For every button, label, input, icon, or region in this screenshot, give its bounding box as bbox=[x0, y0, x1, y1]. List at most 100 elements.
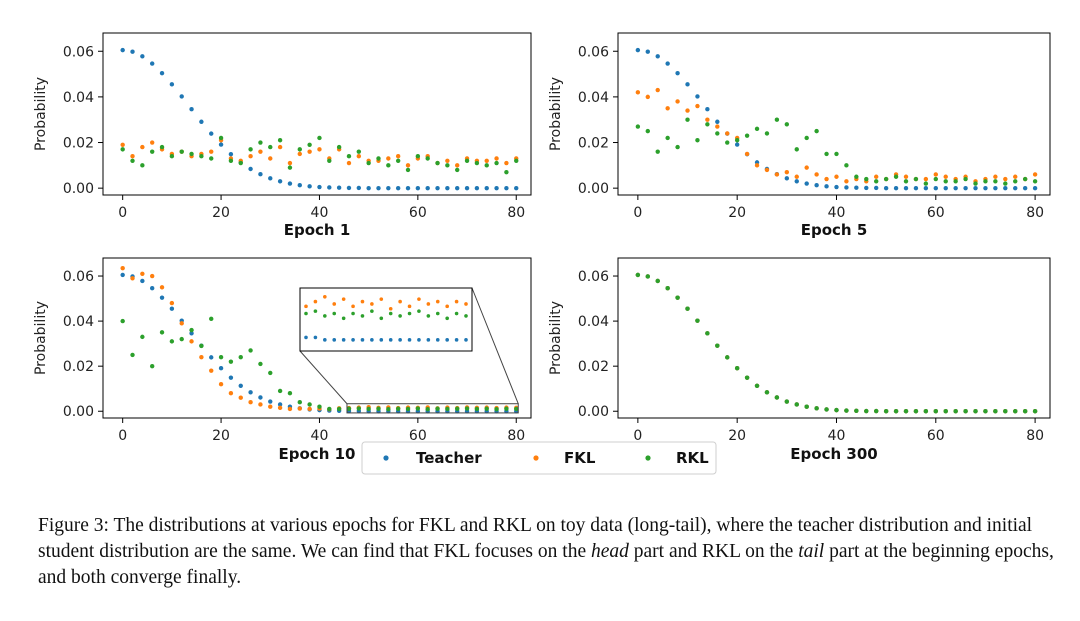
data-point-fkl bbox=[209, 149, 214, 154]
panel-1: 0 20 40 60 80 0.00 0.02 0.04 0.06 Probability Epoc… bbox=[33, 32, 532, 239]
data-point-rkl bbox=[445, 163, 450, 168]
y-tick-label: 0.00 bbox=[63, 404, 94, 420]
data-point-teacher bbox=[464, 185, 470, 191]
data-point-rkl bbox=[685, 306, 690, 311]
data-point-rkl bbox=[297, 147, 302, 152]
legend-label-teacher: Teacher bbox=[416, 449, 482, 467]
data-point-rkl bbox=[494, 407, 499, 412]
data-point-rkl bbox=[784, 399, 790, 404]
inset-series-rkl bbox=[304, 309, 468, 321]
series-rkl bbox=[120, 135, 519, 175]
data-point-fkl bbox=[705, 117, 710, 122]
data-point-rkl bbox=[356, 149, 362, 154]
data-point-teacher bbox=[983, 185, 988, 191]
data-point-rkl bbox=[973, 409, 978, 414]
data-point-rkl bbox=[665, 285, 670, 291]
data-point-teacher bbox=[140, 278, 145, 284]
data-point-rkl bbox=[705, 122, 710, 127]
data-point-teacher bbox=[804, 181, 809, 186]
axes-frame bbox=[102, 257, 532, 419]
data-point-teacher bbox=[277, 179, 283, 184]
data-point-fkl bbox=[317, 147, 322, 152]
data-point-rkl bbox=[814, 406, 819, 411]
inset-point-rkl bbox=[454, 311, 459, 316]
x-tick-label: 20 bbox=[212, 428, 230, 444]
series-teacher bbox=[120, 47, 519, 191]
data-point-fkl bbox=[287, 406, 293, 412]
data-point-rkl bbox=[464, 406, 470, 411]
data-point-rkl bbox=[963, 409, 968, 414]
data-point-rkl bbox=[464, 158, 470, 163]
inset-point-teacher bbox=[360, 338, 365, 342]
data-point-rkl bbox=[327, 158, 332, 163]
x-tick-label: 0 bbox=[633, 205, 642, 221]
data-point-rkl bbox=[514, 406, 519, 412]
data-point-rkl bbox=[814, 128, 819, 134]
data-point-rkl bbox=[336, 406, 342, 412]
data-point-teacher bbox=[218, 142, 224, 147]
data-point-rkl bbox=[1022, 409, 1028, 414]
data-point-rkl bbox=[734, 138, 740, 143]
inset-point-rkl bbox=[379, 316, 384, 321]
axes-frame bbox=[617, 257, 1051, 419]
inset-point-fkl bbox=[360, 299, 365, 304]
data-point-fkl bbox=[784, 169, 790, 175]
data-point-teacher bbox=[903, 185, 909, 191]
data-point-rkl bbox=[297, 400, 302, 405]
data-point-teacher bbox=[705, 107, 710, 112]
data-point-fkl bbox=[933, 172, 938, 177]
data-point-rkl bbox=[356, 406, 362, 411]
data-point-teacher bbox=[277, 402, 283, 407]
figure-svg: 0 20 40 60 80 0.00 0.02 0.04 0.06 Probability Epoc… bbox=[33, 32, 1051, 475]
data-point-teacher bbox=[913, 185, 919, 191]
x-tick-label: 60 bbox=[927, 205, 945, 221]
series-rkl bbox=[635, 272, 1038, 414]
data-point-rkl bbox=[754, 383, 760, 388]
x-tick-label: 80 bbox=[507, 428, 525, 444]
x-axis-label: Epoch 1 bbox=[284, 221, 351, 239]
data-point-teacher bbox=[307, 184, 312, 189]
inset-point-rkl bbox=[398, 314, 402, 318]
data-point-rkl bbox=[149, 149, 155, 154]
inset-point-rkl bbox=[407, 311, 412, 316]
data-point-rkl bbox=[218, 135, 224, 141]
data-point-rkl bbox=[635, 124, 641, 129]
data-point-teacher bbox=[317, 184, 322, 190]
data-point-rkl bbox=[209, 316, 214, 322]
data-point-rkl bbox=[764, 131, 770, 136]
data-point-teacher bbox=[149, 61, 155, 66]
data-point-rkl bbox=[415, 154, 421, 159]
data-point-fkl bbox=[695, 103, 700, 109]
data-point-rkl bbox=[864, 408, 869, 414]
axes-frame bbox=[102, 32, 532, 196]
data-point-rkl bbox=[218, 354, 224, 360]
inset-point-teacher bbox=[464, 338, 468, 342]
inset-point-rkl bbox=[304, 311, 308, 316]
y-tick-label: 0.04 bbox=[578, 90, 609, 106]
data-point-rkl bbox=[903, 409, 909, 414]
data-point-teacher bbox=[514, 185, 519, 191]
data-point-rkl bbox=[794, 147, 799, 152]
x-axis-label: Epoch 5 bbox=[801, 221, 868, 239]
data-point-teacher bbox=[159, 295, 165, 300]
data-point-teacher bbox=[189, 331, 194, 336]
data-point-fkl bbox=[199, 354, 204, 360]
data-point-rkl bbox=[376, 156, 381, 161]
data-point-fkl bbox=[445, 158, 450, 163]
data-point-rkl bbox=[854, 408, 859, 413]
inset-point-fkl bbox=[417, 297, 421, 301]
data-point-rkl bbox=[715, 343, 720, 348]
inset-point-teacher bbox=[454, 338, 459, 342]
data-point-rkl bbox=[665, 135, 670, 141]
data-point-fkl bbox=[140, 144, 145, 150]
data-point-rkl bbox=[228, 359, 234, 364]
data-point-rkl bbox=[376, 406, 381, 411]
data-point-teacher bbox=[655, 54, 660, 59]
data-point-fkl bbox=[1003, 176, 1008, 182]
series-fkl bbox=[635, 272, 1038, 414]
inset-point-teacher bbox=[304, 335, 308, 340]
data-point-rkl bbox=[933, 176, 938, 182]
y-tick-label: 0.06 bbox=[63, 44, 94, 60]
data-point-rkl bbox=[645, 274, 650, 279]
data-point-rkl bbox=[1013, 409, 1018, 414]
